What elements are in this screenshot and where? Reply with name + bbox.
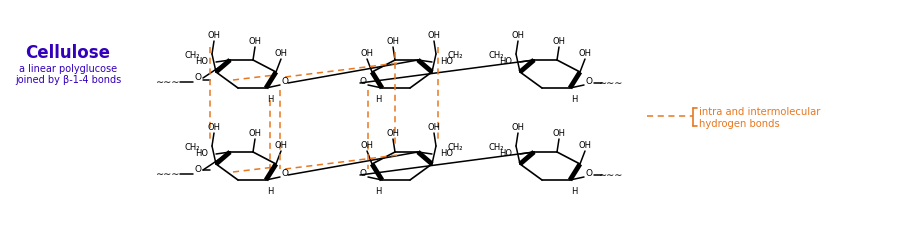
Text: ∼∼∼: ∼∼∼: [156, 77, 180, 87]
Text: H: H: [267, 188, 273, 196]
Text: O: O: [586, 169, 593, 178]
Text: CH₂: CH₂: [489, 51, 504, 59]
Text: OH: OH: [360, 140, 373, 150]
Text: HO: HO: [195, 58, 208, 66]
Text: O: O: [360, 78, 367, 86]
Text: OH: OH: [511, 31, 525, 40]
Text: OH: OH: [249, 129, 262, 137]
Text: ∼∼∼: ∼∼∼: [598, 170, 623, 180]
Text: O: O: [586, 78, 593, 86]
Text: OH: OH: [208, 123, 221, 131]
Text: H: H: [375, 96, 381, 104]
Text: OH: OH: [552, 129, 566, 137]
Text: OH: OH: [578, 140, 591, 150]
Text: OH: OH: [578, 48, 591, 58]
Text: intra and intermolecular: intra and intermolecular: [699, 107, 820, 117]
Text: OH: OH: [360, 48, 373, 58]
Text: H: H: [375, 188, 381, 196]
Text: H: H: [571, 188, 577, 196]
Text: ∼∼∼: ∼∼∼: [598, 78, 623, 88]
Text: H: H: [571, 96, 577, 104]
Text: Cellulose: Cellulose: [25, 44, 111, 62]
Text: CH₂: CH₂: [184, 143, 200, 151]
Text: OH: OH: [274, 48, 288, 58]
Text: OH: OH: [428, 123, 440, 131]
Text: O: O: [194, 165, 202, 175]
Text: OH: OH: [428, 31, 440, 40]
Text: OH: OH: [249, 37, 262, 45]
Text: OH: OH: [387, 37, 400, 45]
Text: CH₂: CH₂: [448, 51, 463, 59]
Text: H: H: [267, 96, 273, 104]
Text: HO: HO: [440, 58, 453, 66]
Text: CH₂: CH₂: [448, 143, 463, 151]
Text: OH: OH: [387, 129, 400, 137]
Text: HO: HO: [499, 150, 512, 158]
Text: CH₂: CH₂: [184, 51, 200, 59]
Text: OH: OH: [511, 123, 525, 131]
Text: HO: HO: [440, 150, 453, 158]
Text: HO: HO: [195, 150, 208, 158]
Text: HO: HO: [499, 58, 512, 66]
Text: ∼∼∼: ∼∼∼: [156, 169, 180, 179]
Text: OH: OH: [274, 140, 288, 150]
Text: joined by β-1-4 bonds: joined by β-1-4 bonds: [15, 75, 121, 85]
Text: O: O: [281, 169, 289, 178]
Text: a linear polyglucose: a linear polyglucose: [19, 64, 117, 74]
Text: O: O: [194, 73, 202, 82]
Text: OH: OH: [552, 37, 566, 45]
Text: CH₂: CH₂: [489, 143, 504, 151]
Text: hydrogen bonds: hydrogen bonds: [699, 119, 780, 129]
Text: O: O: [281, 78, 289, 86]
Text: O: O: [360, 169, 367, 178]
Text: OH: OH: [208, 31, 221, 40]
